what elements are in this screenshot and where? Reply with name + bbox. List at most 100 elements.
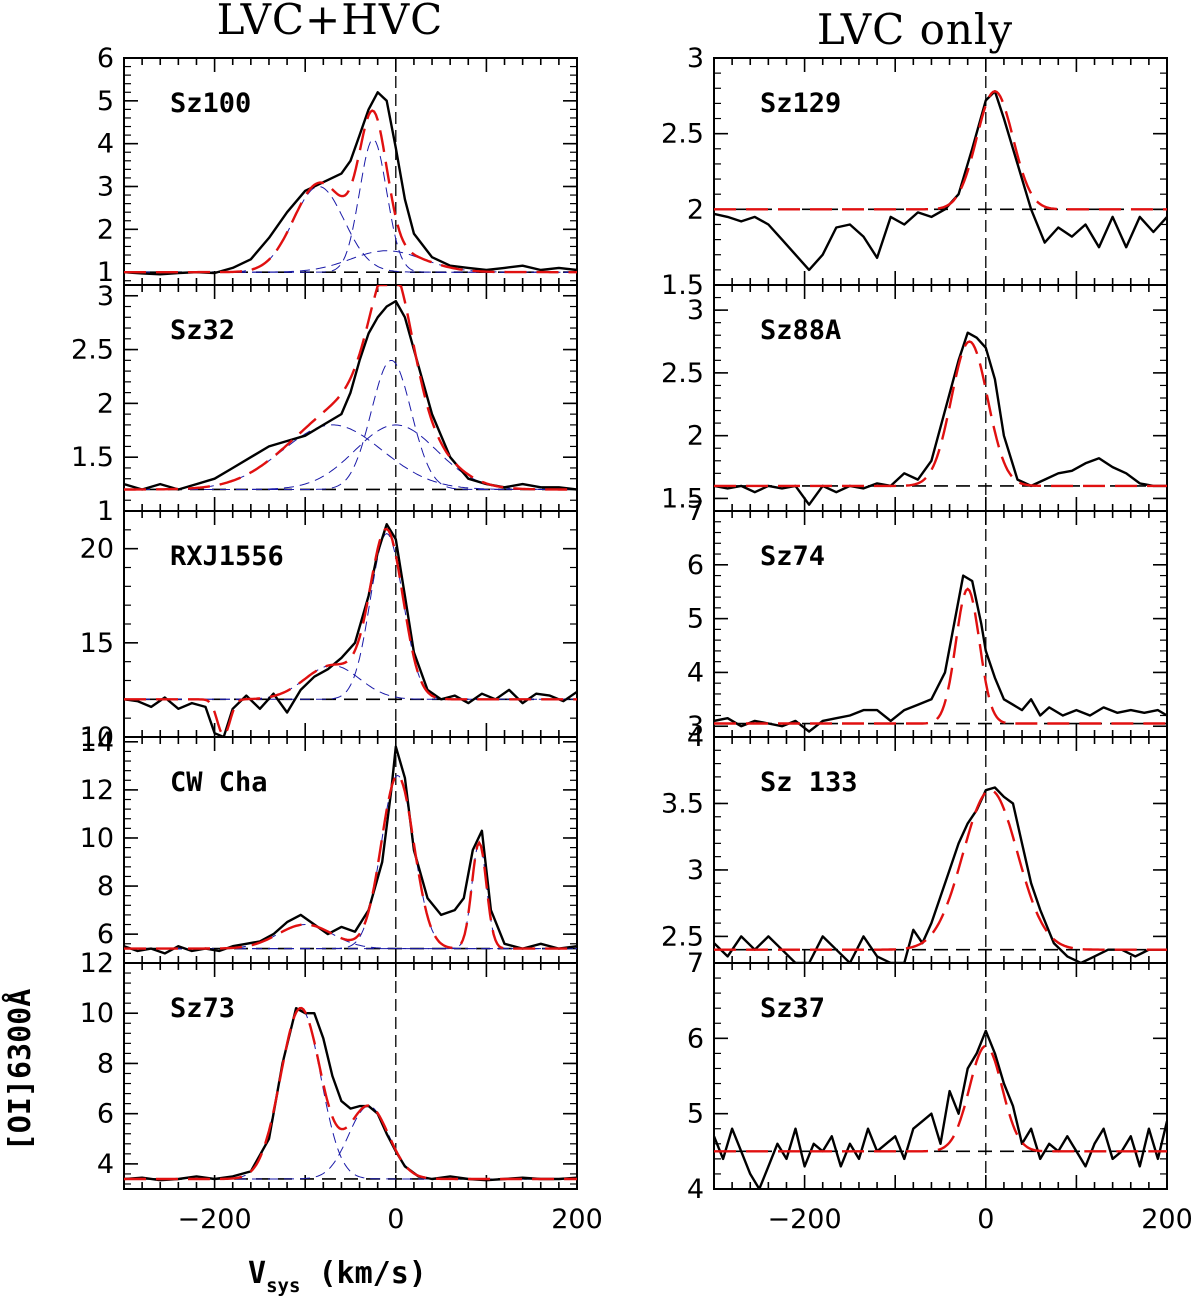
plot-area bbox=[714, 285, 1167, 511]
observed-spectrum bbox=[124, 91, 577, 276]
plot-area bbox=[714, 58, 1167, 285]
plot-area bbox=[714, 737, 1167, 963]
plot-area bbox=[124, 511, 577, 737]
y-tick-label: 1.5 bbox=[661, 270, 704, 301]
panel-label: Sz37 bbox=[760, 993, 825, 1024]
y-tick-label: 3 bbox=[687, 855, 704, 886]
y-tick-label: 4 bbox=[97, 129, 114, 160]
y-tick-label: 12 bbox=[80, 948, 114, 979]
panel-sz100: 1 2 3 4 5 6 Sz100 bbox=[97, 43, 578, 288]
y-tick-label: 2.5 bbox=[661, 119, 704, 150]
total-fit bbox=[714, 340, 1167, 488]
y-tick-label: 15 bbox=[80, 628, 114, 659]
plot-area bbox=[124, 963, 577, 1189]
panel-label: Sz129 bbox=[760, 88, 841, 119]
observed-spectrum bbox=[124, 1007, 577, 1182]
panel-sz32: 1 1.5 2 2.5 3 Sz32 bbox=[71, 281, 578, 527]
plot-area bbox=[124, 737, 577, 963]
y-tick-label: 2.5 bbox=[661, 921, 704, 952]
plot-area bbox=[124, 58, 577, 285]
x-tick-label: −200 bbox=[768, 1204, 842, 1235]
y-tick-label: 4 bbox=[687, 722, 704, 753]
y-tick-label: 5 bbox=[687, 604, 704, 635]
plot-area bbox=[714, 511, 1167, 737]
x-axis-label: Vsys (km/s) bbox=[248, 1256, 427, 1297]
panel-sz88a: 1.5 2 2.5 3 Sz88A bbox=[661, 284, 1168, 514]
y-tick-label: 2 bbox=[97, 388, 114, 419]
gaussian-component bbox=[124, 533, 577, 700]
observed-spectrum bbox=[714, 331, 1167, 506]
x-axis-label-rest: (km/s) bbox=[300, 1256, 426, 1291]
gaussian-component bbox=[124, 424, 577, 490]
y-tick-label: 5 bbox=[687, 1099, 704, 1130]
total-fit bbox=[714, 587, 1167, 725]
gaussian-component bbox=[124, 250, 577, 273]
panel-label: Sz100 bbox=[170, 88, 251, 119]
y-tick-label: 7 bbox=[687, 948, 704, 979]
y-tick-label: 3 bbox=[687, 295, 704, 326]
y-tick-label: 3.5 bbox=[661, 788, 704, 819]
y-tick-label: 3 bbox=[687, 711, 704, 742]
panel-frame bbox=[713, 962, 1168, 1190]
observed-spectrum bbox=[714, 574, 1167, 733]
observed-spectrum bbox=[714, 1029, 1167, 1189]
y-tick-label: 6 bbox=[97, 43, 114, 74]
panel-label: RXJ1556 bbox=[170, 541, 284, 572]
x-tick-label: 0 bbox=[387, 1204, 404, 1235]
y-tick-label: 3 bbox=[97, 281, 114, 312]
y-tick-label: 2 bbox=[97, 214, 114, 245]
x-tick-label: −200 bbox=[178, 1204, 252, 1235]
gaussian-component bbox=[124, 360, 577, 490]
y-tick-label: 1.5 bbox=[661, 483, 704, 514]
panel-sz37: 4 5 6 7 −200 0 200 Sz37 bbox=[687, 948, 1193, 1235]
plot-area bbox=[124, 285, 577, 511]
y-tick-label: 20 bbox=[80, 534, 114, 565]
panel-label: CW Cha bbox=[170, 767, 268, 798]
y-tick-label: 3 bbox=[687, 43, 704, 74]
panel-sz73: 4 6 8 10 12 −200 0 200 Sz73 bbox=[80, 948, 603, 1235]
total-fit bbox=[124, 527, 577, 737]
y-tick-label: 1.5 bbox=[71, 442, 114, 473]
y-tick-label: 2 bbox=[687, 194, 704, 225]
y-tick-label: 4 bbox=[687, 1174, 704, 1205]
y-tick-label: 2 bbox=[687, 421, 704, 452]
total-fit bbox=[124, 774, 577, 950]
y-tick-label: 8 bbox=[97, 871, 114, 902]
right-column-title: LVC only bbox=[817, 5, 1013, 54]
panel-cw-cha: 6 8 10 12 14 CW Cha bbox=[80, 727, 578, 964]
x-tick-label: 200 bbox=[1141, 1204, 1193, 1235]
panel-label: Sz32 bbox=[170, 315, 235, 346]
x-tick-label: 0 bbox=[977, 1204, 994, 1235]
y-tick-label: 1 bbox=[97, 257, 114, 288]
total-fit bbox=[714, 789, 1167, 951]
y-tick-label: 2.5 bbox=[661, 358, 704, 389]
panel-sz-133: 2.5 3 3.5 4 Sz 133 bbox=[661, 722, 1168, 964]
panel-label: Sz 133 bbox=[760, 767, 858, 798]
y-tick-label: 6 bbox=[687, 1023, 704, 1054]
panel-frame bbox=[123, 962, 578, 1190]
y-tick-label: 6 bbox=[97, 919, 114, 950]
y-tick-label: 6 bbox=[97, 1099, 114, 1130]
total-fit bbox=[714, 90, 1167, 211]
observed-spectrum bbox=[714, 90, 1167, 272]
gaussian-component bbox=[124, 1007, 577, 1180]
x-axis-label-sub: sys bbox=[266, 1275, 300, 1297]
panel-label: Sz73 bbox=[170, 993, 235, 1024]
y-tick-label: 12 bbox=[80, 775, 114, 806]
total-fit bbox=[124, 109, 577, 274]
x-axis-label-main: V bbox=[248, 1256, 266, 1291]
panel-rxj1556: 10 15 20 RXJ1556 bbox=[80, 510, 578, 753]
plot-area bbox=[714, 963, 1167, 1189]
left-column-title: LVC+HVC bbox=[217, 0, 444, 44]
y-tick-label: 2.5 bbox=[71, 335, 114, 366]
gaussian-component bbox=[124, 1105, 577, 1180]
y-tick-label: 8 bbox=[97, 1048, 114, 1079]
y-tick-label: 4 bbox=[687, 657, 704, 688]
y-tick-label: 14 bbox=[80, 727, 114, 758]
total-fit bbox=[124, 1006, 577, 1181]
y-tick-label: 10 bbox=[80, 823, 114, 854]
panel-label: Sz74 bbox=[760, 541, 825, 572]
total-fit bbox=[124, 285, 577, 491]
